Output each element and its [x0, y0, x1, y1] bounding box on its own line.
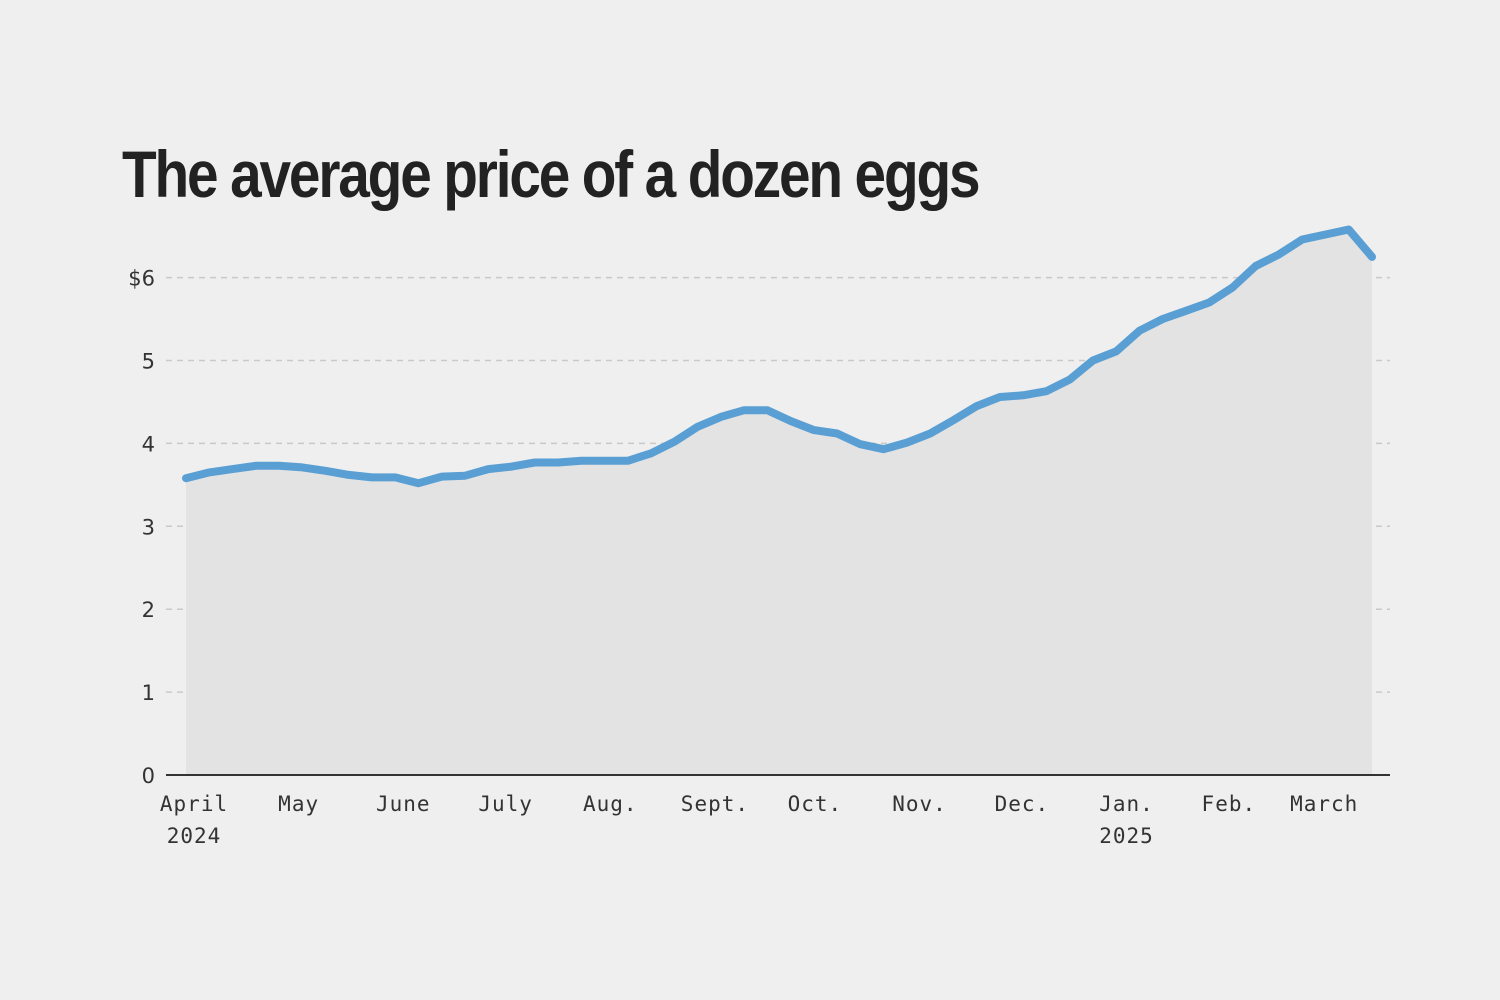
- data-point: [1348, 229, 1349, 230]
- axis-layer: 0 1 2 3 4 5 $6 April 2024 May June July Aug. Sept. Oct…: [128, 267, 1390, 848]
- x-tick-label: Jan.: [1099, 792, 1154, 816]
- data-point: [813, 430, 814, 431]
- area-fill: [186, 229, 1372, 775]
- data-point: [209, 472, 210, 473]
- data-point: [302, 467, 303, 468]
- data-point: [1372, 256, 1373, 257]
- y-tick-label-3: 3: [142, 515, 155, 539]
- x-tick-label: April: [160, 792, 228, 816]
- data-point: [744, 410, 745, 411]
- data-point: [395, 477, 396, 478]
- x-tick-sublabel: 2024: [167, 824, 222, 848]
- data-point: [1162, 319, 1163, 320]
- x-tick-label: Aug.: [583, 792, 638, 816]
- data-point: [1139, 330, 1140, 331]
- data-point: [279, 465, 280, 466]
- data-point: [860, 444, 861, 445]
- data-point: [1209, 302, 1210, 303]
- data-point: [976, 406, 977, 407]
- data-point: [651, 453, 652, 454]
- data-point: [255, 465, 256, 466]
- y-tick-label-4: 4: [142, 432, 155, 456]
- line-layer: [182, 225, 1376, 488]
- y-tick-label-5: 5: [142, 350, 155, 374]
- area-layer: [186, 229, 1372, 775]
- data-point: [1186, 310, 1187, 311]
- y-tick-label-1: 1: [142, 681, 155, 705]
- data-point: [697, 426, 698, 427]
- data-point: [232, 469, 233, 470]
- data-point: [837, 433, 838, 434]
- data-point: [1325, 234, 1326, 235]
- data-point: [1046, 391, 1047, 392]
- data-point: [325, 470, 326, 471]
- data-point: [1023, 395, 1024, 396]
- y-tick-label-6: $6: [128, 267, 155, 291]
- data-point: [465, 475, 466, 476]
- data-point: [953, 420, 954, 421]
- data-point: [1092, 360, 1093, 361]
- data-point: [767, 410, 768, 411]
- chart-title: The average price of a dozen eggs: [122, 137, 981, 211]
- data-point: [558, 462, 559, 463]
- x-tick-label: Feb.: [1202, 792, 1257, 816]
- data-point: [999, 397, 1000, 398]
- data-point: [1232, 287, 1233, 288]
- data-point: [1302, 239, 1303, 240]
- data-point: [930, 433, 931, 434]
- data-point: [488, 469, 489, 470]
- data-point: [348, 474, 349, 475]
- x-tick-label: May: [278, 792, 319, 816]
- x-tick-label: July: [478, 792, 533, 816]
- data-point: [883, 449, 884, 450]
- x-tick-sublabel: 2025: [1099, 824, 1154, 848]
- data-point: [441, 476, 442, 477]
- x-tick-label: Dec.: [995, 792, 1050, 816]
- data-point: [418, 483, 419, 484]
- data-point: [511, 466, 512, 467]
- data-point: [534, 462, 535, 463]
- x-tick-label: Oct.: [788, 792, 843, 816]
- data-point: [906, 442, 907, 443]
- data-point: [674, 441, 675, 442]
- data-point: [372, 477, 373, 478]
- data-point: [1116, 351, 1117, 352]
- data-point: [1069, 379, 1070, 380]
- data-point: [1279, 254, 1280, 255]
- data-point: [186, 478, 187, 479]
- data-point: [790, 421, 791, 422]
- y-tick-label-0: 0: [142, 764, 155, 788]
- x-tick-label: June: [376, 792, 431, 816]
- data-point: [1255, 266, 1256, 267]
- x-tick-label: Sept.: [681, 792, 749, 816]
- x-tick-label: Nov.: [892, 792, 947, 816]
- data-point: [627, 460, 628, 461]
- data-point: [604, 460, 605, 461]
- data-point: [720, 416, 721, 417]
- x-tick-label: March: [1290, 792, 1358, 816]
- series-line: [182, 225, 1376, 488]
- data-point: [581, 460, 582, 461]
- y-tick-label-2: 2: [142, 598, 155, 622]
